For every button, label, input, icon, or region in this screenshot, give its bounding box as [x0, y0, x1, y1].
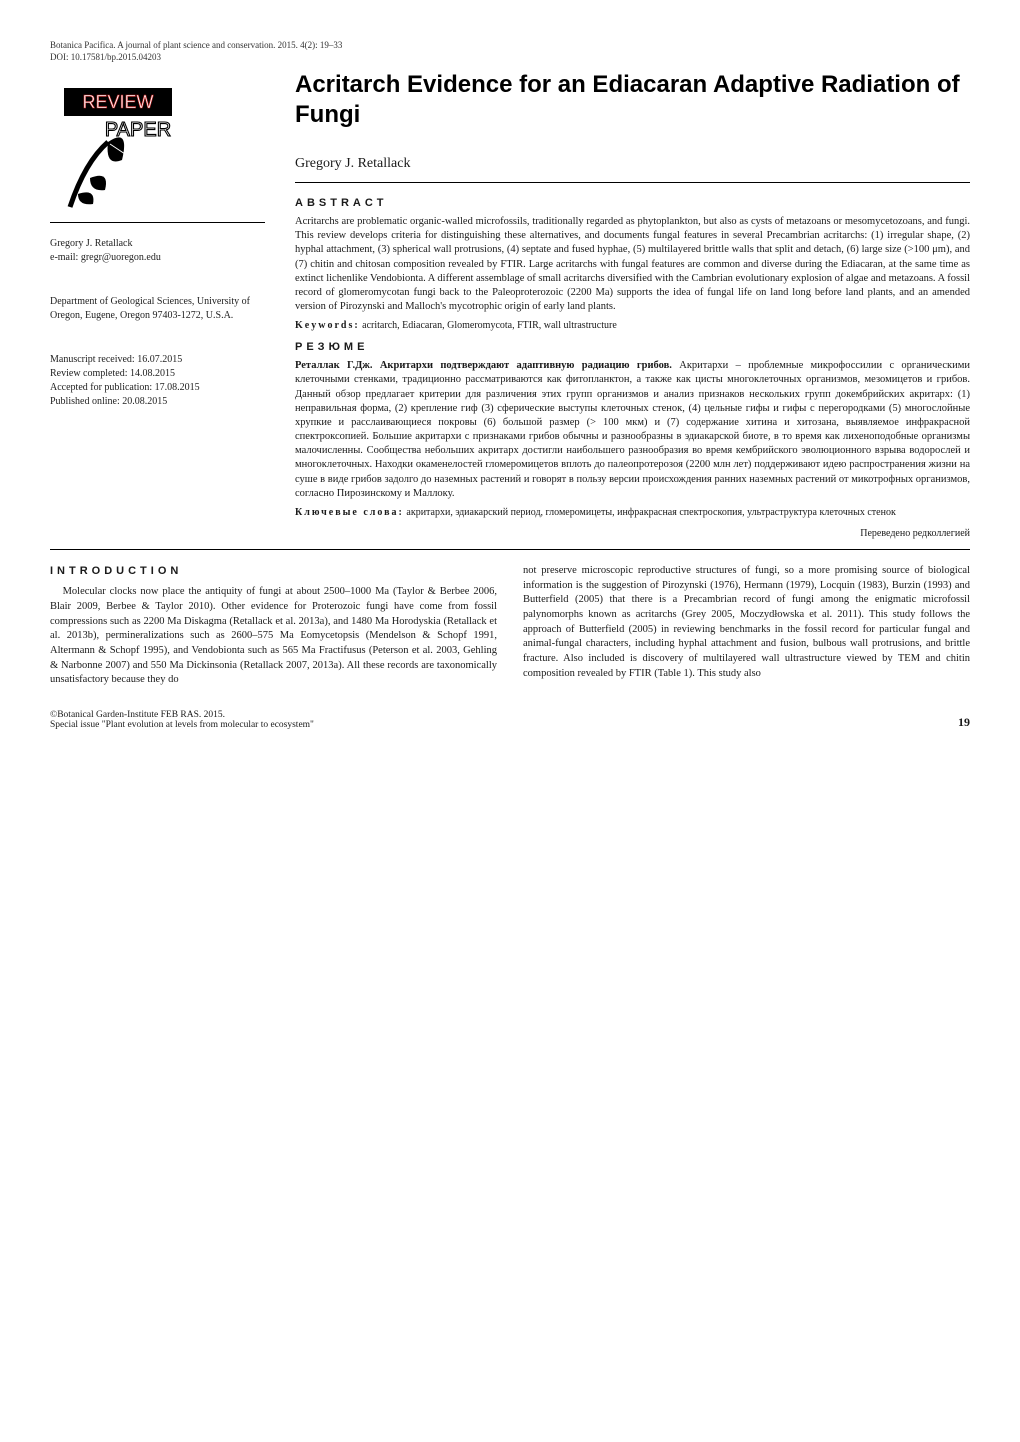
intro-col-left: INTRODUCTION Molecular clocks now place … — [50, 564, 497, 688]
resume-title-line: Реталлак Г.Дж. Акритархи подтверждают ад… — [295, 360, 672, 371]
keywords-label-en: Keywords: — [295, 320, 360, 331]
footer-issue-line: Special issue "Plant evolution at levels… — [50, 720, 314, 730]
intro-col-right: not preserve microscopic reproductive st… — [523, 564, 970, 688]
keywords-ru: Ключевые слова: акритархи, эдиакарский п… — [295, 507, 970, 518]
intro-text-right: not preserve microscopic reproductive st… — [523, 564, 970, 682]
badge-review-text: REVIEW — [82, 92, 153, 112]
article-title: Acritarch Evidence for an Ediacaran Adap… — [295, 70, 970, 130]
translated-by: Переведено редколлегией — [295, 528, 970, 539]
keywords-value-en: acritarch, Ediacaran, Glomeromycota, FTI… — [362, 320, 617, 331]
journal-line: Botanica Pacifica. A journal of plant sc… — [50, 40, 970, 50]
resume-text-span: Акритархи – проблемные микрофоссилии с о… — [295, 360, 970, 499]
introduction-heading: INTRODUCTION — [50, 564, 497, 579]
keywords-value-ru: акритархи, эдиакарский период, гломероми… — [406, 507, 895, 518]
author-contact-block: Gregory J. Retallack e-mail: gregr@uoreg… — [50, 237, 265, 265]
footer-copyright: ©Botanical Garden-Institute FEB RAS. 201… — [50, 710, 314, 720]
abstract-body: Acritarchs are problematic organic-walle… — [295, 215, 970, 314]
page-footer: ©Botanical Garden-Institute FEB RAS. 201… — [50, 710, 970, 730]
left-sidebar: REVIEW PAPER Gregory J. Retallack e-mail… — [50, 64, 265, 539]
resume-body: Реталлак Г.Дж. Акритархи подтверждают ад… — [295, 359, 970, 501]
history-review: Review completed: 14.08.2015 — [50, 367, 265, 381]
sidebar-author-name: Gregory J. Retallack — [50, 237, 265, 251]
affiliation-block: Department of Geological Sciences, Unive… — [50, 295, 265, 323]
main-column: Acritarch Evidence for an Ediacaran Adap… — [295, 64, 970, 539]
resume-heading: РЕЗЮМЕ — [295, 341, 970, 353]
rule-above-intro — [50, 549, 970, 550]
badge-paper-text: PAPER — [105, 119, 171, 141]
rule-under-badge — [50, 222, 265, 223]
keywords-label-ru: Ключевые слова: — [295, 507, 404, 518]
introduction-row: INTRODUCTION Molecular clocks now place … — [50, 564, 970, 688]
history-accepted: Accepted for publication: 17.08.2015 — [50, 381, 265, 395]
author-line: Gregory J. Retallack — [295, 156, 970, 172]
rule-under-author — [295, 182, 970, 183]
doi-line: DOI: 10.17581/bp.2015.04203 — [50, 52, 970, 62]
review-paper-badge: REVIEW PAPER — [50, 82, 265, 212]
history-published: Published online: 20.08.2015 — [50, 395, 265, 409]
keywords-en: Keywords: acritarch, Ediacaran, Glomerom… — [295, 320, 970, 331]
page-number: 19 — [958, 715, 970, 730]
sidebar-author-email: e-mail: gregr@uoregon.edu — [50, 251, 265, 265]
abstract-heading: ABSTRACT — [295, 197, 970, 209]
intro-text-left: Molecular clocks now place the antiquity… — [50, 585, 497, 688]
history-received: Manuscript received: 16.07.2015 — [50, 353, 265, 367]
footer-left: ©Botanical Garden-Institute FEB RAS. 201… — [50, 710, 314, 730]
history-block: Manuscript received: 16.07.2015 Review c… — [50, 353, 265, 409]
